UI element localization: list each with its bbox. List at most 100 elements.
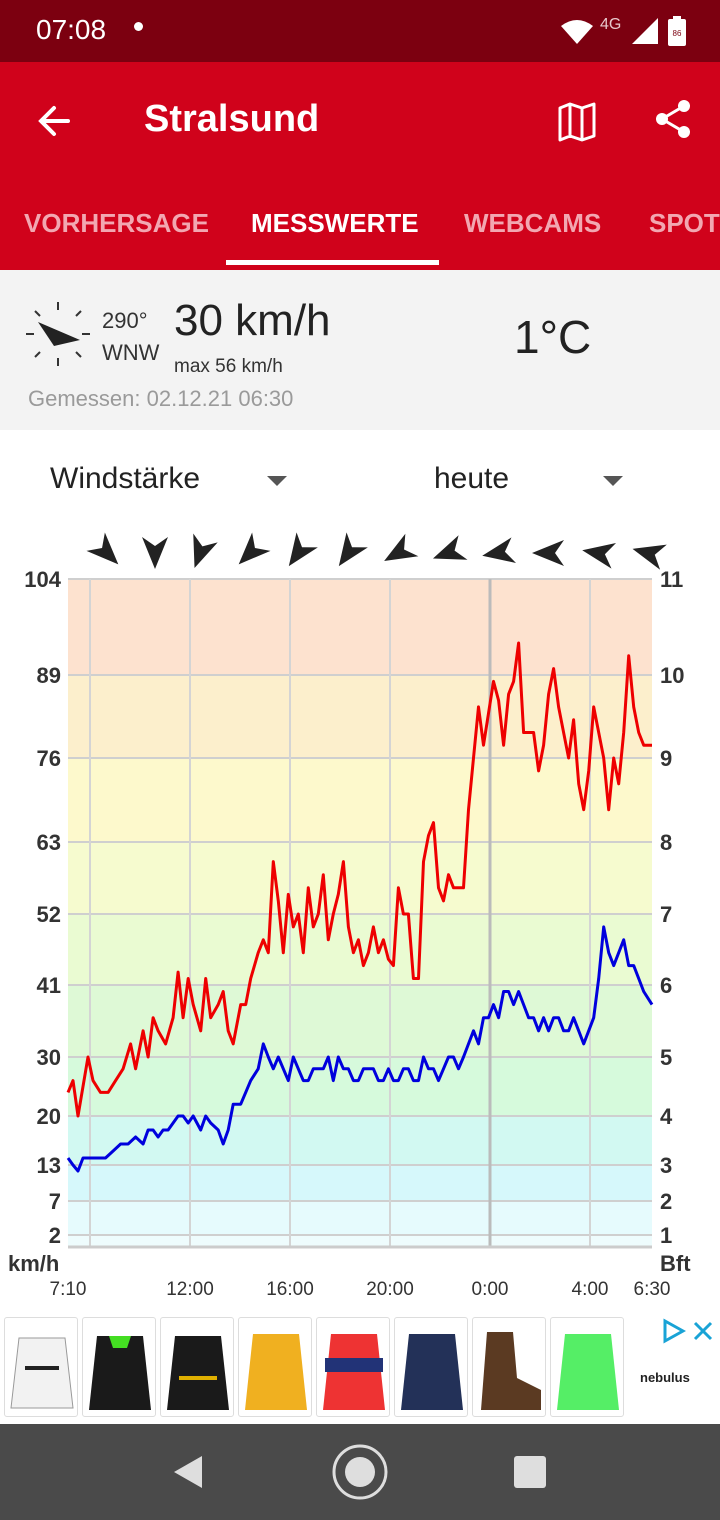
app-bar: Stralsund VORHERSAGE MESSWERTE WEBCAMS S… — [0, 62, 720, 270]
share-icon[interactable] — [648, 94, 698, 144]
ad-item[interactable] — [550, 1317, 624, 1417]
nav-recents-icon[interactable] — [514, 1456, 546, 1488]
chevron-down-icon[interactable] — [267, 476, 287, 486]
scale-band — [68, 1057, 652, 1116]
y-right-tick-label: 6 — [660, 973, 672, 998]
ad-item[interactable] — [82, 1317, 156, 1417]
wind-max: max 56 km/h — [174, 356, 283, 377]
battery-icon: 86 — [668, 16, 686, 46]
x-tick-label: 7:10 — [50, 1279, 87, 1300]
ad-item[interactable] — [238, 1317, 312, 1417]
y-right-tick-label: 11 — [660, 567, 683, 592]
ad-item[interactable] — [160, 1317, 234, 1417]
wind-speed: 30 km/h — [174, 296, 331, 345]
status-bar: 07:08 4G 86 — [0, 0, 720, 62]
wind-compass-icon — [26, 302, 90, 366]
close-icon[interactable] — [690, 1318, 716, 1344]
ad-item[interactable] — [316, 1317, 390, 1417]
y-right-tick-label: 8 — [660, 830, 672, 855]
wind-direction-arrow — [338, 532, 368, 567]
y-left-tick-label: 13 — [37, 1153, 61, 1178]
y-right-tick-label: 10 — [660, 663, 684, 688]
y-right-tick-label: 3 — [660, 1153, 672, 1178]
ad-item[interactable] — [472, 1317, 546, 1417]
mean-wind-line — [66, 925, 654, 1173]
ad-banner[interactable]: nebulus — [0, 1312, 720, 1424]
wind-direction-arrow — [142, 537, 168, 569]
x-tick-label: 4:00 — [572, 1279, 609, 1300]
y-right-tick-label: 2 — [660, 1189, 672, 1214]
map-icon[interactable] — [552, 96, 602, 146]
svg-text:nebulus: nebulus — [640, 1370, 690, 1384]
y-right-tick-label: 1 — [660, 1223, 672, 1248]
advertiser-logo: nebulus — [640, 1370, 690, 1384]
ad-info-icon[interactable] — [660, 1318, 686, 1344]
network-type: 4G — [600, 16, 622, 33]
wind-direction-arrow — [384, 533, 419, 561]
gust-line — [66, 641, 652, 1118]
scale-band — [68, 675, 652, 758]
wind-direction-arrow — [582, 542, 617, 569]
wind-direction-arrow — [288, 532, 318, 567]
scale-band — [68, 1116, 652, 1165]
tab-messwerte[interactable]: MESSWERTE — [251, 208, 419, 238]
wind-direction-arrow — [238, 532, 271, 565]
x-tick-label: 12:00 — [166, 1279, 214, 1300]
y-left-tick-label: 89 — [37, 663, 61, 688]
y-right-tick-label: 4 — [660, 1104, 673, 1129]
active-tab-indicator — [226, 260, 439, 265]
nav-home-icon[interactable] — [330, 1442, 390, 1502]
y-left-tick-label: 7 — [49, 1189, 61, 1214]
notification-dot — [134, 22, 143, 31]
scale-band — [68, 1201, 652, 1235]
y-left-tick-label: 63 — [37, 830, 61, 855]
tab-bar: VORHERSAGE MESSWERTE WEBCAMS SPOTS — [0, 196, 720, 270]
system-nav-bar — [0, 1424, 720, 1520]
y-left-tick-label: 30 — [37, 1045, 61, 1070]
wind-direction-arrow — [632, 544, 667, 570]
back-arrow-icon[interactable] — [30, 96, 80, 146]
x-tick-label: 20:00 — [366, 1279, 414, 1300]
y-right-tick-label: 9 — [660, 746, 672, 771]
y-left-unit: km/h — [8, 1251, 59, 1276]
wind-direction-name: WNW — [102, 340, 160, 365]
x-tick-label: 0:00 — [472, 1279, 509, 1300]
page-title: Stralsund — [144, 98, 320, 140]
scale-band — [68, 579, 652, 675]
tab-spots[interactable]: SPOTS — [649, 208, 720, 238]
y-left-tick-label: 20 — [37, 1104, 61, 1129]
y-left-tick-label: 76 — [37, 746, 61, 771]
temperature: 1°C — [514, 311, 592, 363]
y-left-tick-label: 2 — [49, 1223, 61, 1248]
tab-vorhersage[interactable]: VORHERSAGE — [24, 208, 209, 238]
wind-direction-arrow — [482, 537, 517, 564]
wifi-icon — [561, 20, 593, 44]
period-select[interactable]: heute — [434, 462, 510, 495]
wind-direction-arrow — [193, 533, 218, 569]
x-tick-label: 16:00 — [266, 1279, 314, 1300]
chevron-down-icon[interactable] — [603, 476, 623, 486]
battery-level: 86 — [673, 29, 682, 38]
signal-icon — [632, 18, 658, 44]
scale-band — [68, 842, 652, 914]
x-tick-label: 6:30 — [634, 1279, 671, 1300]
ad-item[interactable] — [4, 1317, 78, 1417]
tab-webcams[interactable]: WEBCAMS — [464, 208, 602, 238]
wind-direction-arrow — [432, 535, 468, 560]
nav-back-icon[interactable] — [170, 1454, 206, 1490]
parameter-select[interactable]: Windstärke — [50, 462, 201, 495]
y-left-tick-label: 52 — [37, 902, 61, 927]
ad-item[interactable] — [394, 1317, 468, 1417]
wind-direction-arrow — [532, 540, 564, 566]
scale-band — [68, 758, 652, 842]
wind-direction-arrow — [86, 532, 119, 565]
measured-timestamp: Gemessen: 02.12.21 06:30 — [28, 386, 294, 411]
y-left-tick-label: 41 — [37, 973, 61, 998]
y-right-unit: Bft — [660, 1251, 691, 1276]
y-right-tick-label: 7 — [660, 902, 672, 927]
wind-direction-degrees: 290° — [102, 308, 148, 333]
current-conditions: 290° WNW 30 km/h max 56 km/h 1°C Gemesse… — [0, 270, 720, 430]
status-time: 07:08 — [36, 14, 107, 45]
scale-band — [68, 1165, 652, 1201]
